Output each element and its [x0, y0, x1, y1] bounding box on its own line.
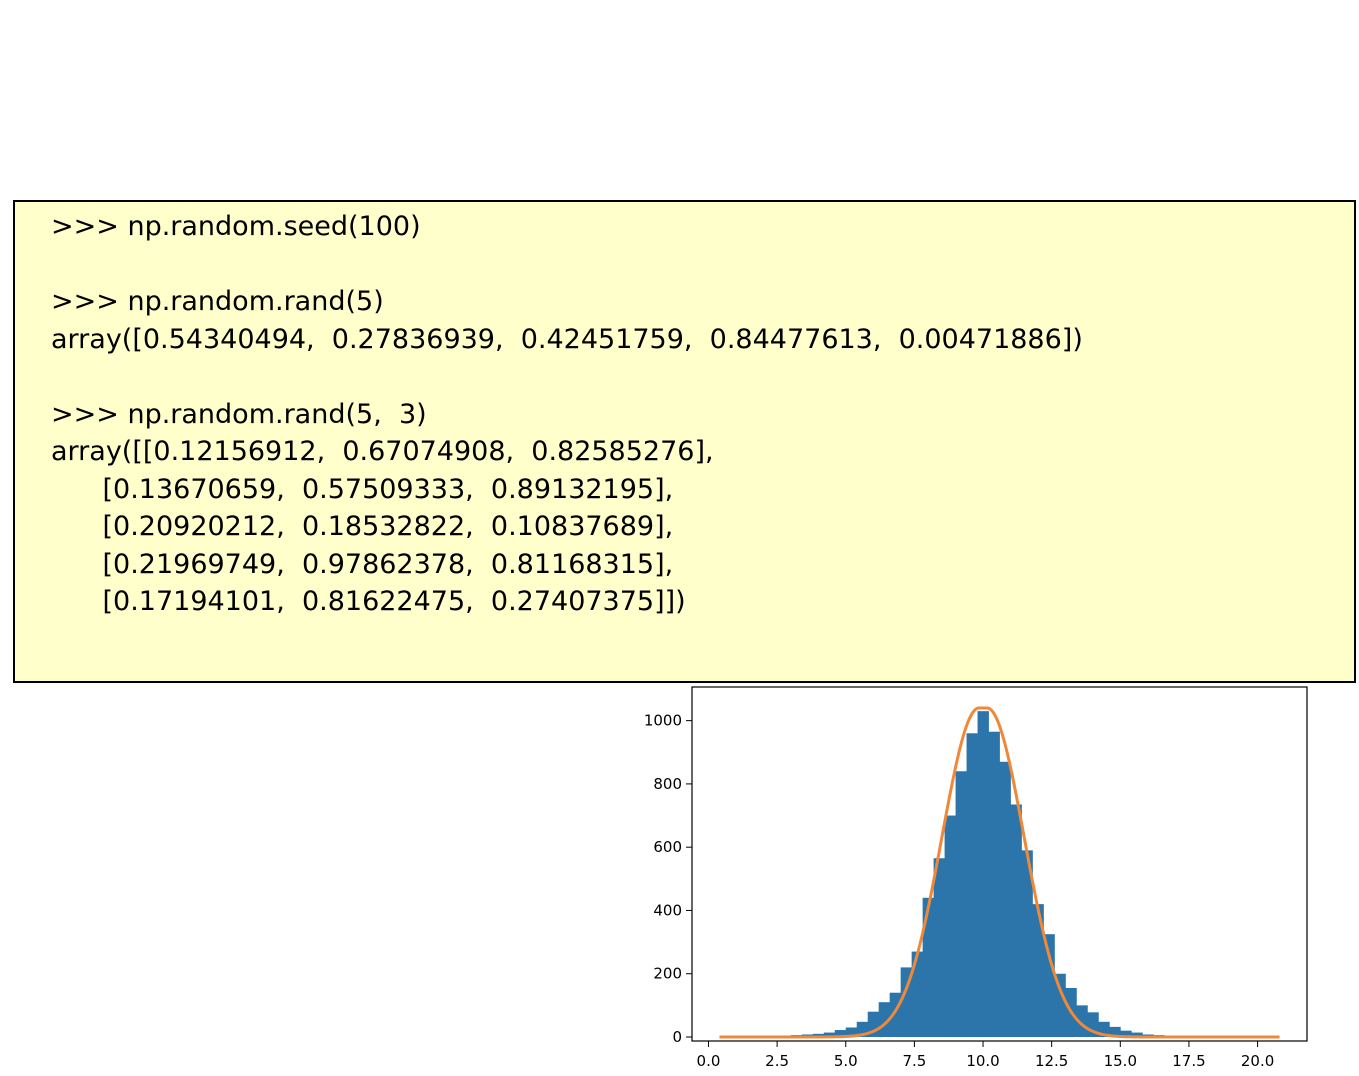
- x-tick-label: 15.0: [1104, 1052, 1137, 1070]
- plot-frame: [691, 686, 1308, 1042]
- code-line: array([[0.12156912, 0.67074908, 0.825852…: [51, 436, 714, 467]
- code-block: >>> np.random.seed(100) >>> np.random.ran…: [51, 208, 1083, 621]
- y-axis-ticks: 0 200 400 600 800 1000: [644, 712, 692, 1046]
- histogram-bar: [1021, 850, 1033, 1037]
- x-axis-ticks: 0.0 2.5 5.0 7.5 10.0 12.5 15.0 17.5 20.0: [697, 1041, 1274, 1070]
- histogram-bar: [977, 711, 989, 1037]
- code-line: >>> np.random.rand(5, 3): [51, 398, 427, 430]
- histogram-bar: [823, 1032, 836, 1037]
- fit-curve-layer: [719, 706, 1280, 1039]
- histogram-bar: [900, 967, 913, 1037]
- histogram-bar: [1109, 1026, 1121, 1037]
- histogram-bar: [867, 1011, 880, 1037]
- x-tick-label: 17.5: [1172, 1052, 1205, 1070]
- histogram-bar: [878, 1002, 891, 1037]
- histogram-bar: [812, 1033, 825, 1037]
- histogram-bar: [1098, 1021, 1110, 1037]
- histogram-bar: [1076, 1005, 1088, 1037]
- histogram-chart: 0.0 2.5 5.0 7.5 10.0 12.5 15.0 17.5 20.0 0 200 400…: [644, 686, 1308, 1070]
- histogram-bar: [1087, 1012, 1099, 1037]
- x-tick-label: 7.5: [902, 1052, 926, 1070]
- x-tick-label: 5.0: [834, 1052, 858, 1070]
- histogram-bar: [856, 1021, 869, 1037]
- histogram-bar: [845, 1027, 858, 1037]
- x-tick-label: 10.0: [966, 1052, 999, 1070]
- code-line: array([0.54340494, 0.27836939, 0.4245175…: [51, 323, 1083, 355]
- code-line: [51, 358, 1083, 396]
- histogram-bar: [1054, 973, 1066, 1037]
- x-tick-label: 12.5: [1035, 1052, 1068, 1070]
- y-tick-label: 800: [653, 775, 682, 793]
- histogram-bar: [911, 951, 924, 1037]
- histogram-bar: [1032, 904, 1044, 1037]
- y-tick-label: 0: [672, 1028, 682, 1046]
- y-tick-label: 1000: [644, 712, 682, 730]
- histogram-bar: [966, 733, 978, 1037]
- code-line: [0.13670659, 0.57509333, 0.89132195],: [51, 473, 674, 505]
- histogram-bar: [944, 815, 956, 1037]
- code-panel: >>> np.random.seed(100) >>> np.random.ran…: [13, 200, 1356, 683]
- histogram-bar: [1120, 1030, 1132, 1037]
- histogram-bar: [834, 1030, 847, 1037]
- x-tick-label: 2.5: [765, 1052, 789, 1070]
- code-line: >>> np.random.seed(100): [51, 211, 421, 242]
- code-line: [51, 246, 1083, 284]
- histogram-bar: [1010, 804, 1022, 1037]
- code-line: [0.20920212, 0.18532822, 0.10837689],: [51, 511, 674, 542]
- code-line: [0.21969749, 0.97862378, 0.81168315],: [51, 548, 674, 580]
- x-tick-label: 20.0: [1241, 1052, 1274, 1070]
- code-line: >>> np.random.rand(5): [51, 286, 384, 317]
- code-line: [0.17194101, 0.81622475, 0.27407375]]): [51, 586, 686, 617]
- y-tick-label: 400: [653, 901, 682, 919]
- y-tick-label: 600: [653, 838, 682, 856]
- histogram-bar: [933, 858, 945, 1037]
- histogram-bar: [1131, 1032, 1143, 1037]
- histogram-bar: [955, 771, 967, 1037]
- histogram-bars: [790, 711, 1176, 1037]
- histogram-bar: [1043, 934, 1055, 1037]
- y-tick-label: 200: [653, 965, 682, 983]
- x-tick-label: 0.0: [697, 1052, 721, 1070]
- histogram-bar: [999, 761, 1011, 1037]
- histogram-bar: [889, 992, 902, 1037]
- fit-curve-line: [719, 706, 1280, 1039]
- histogram-bar: [988, 731, 1000, 1037]
- histogram-bar: [922, 897, 935, 1037]
